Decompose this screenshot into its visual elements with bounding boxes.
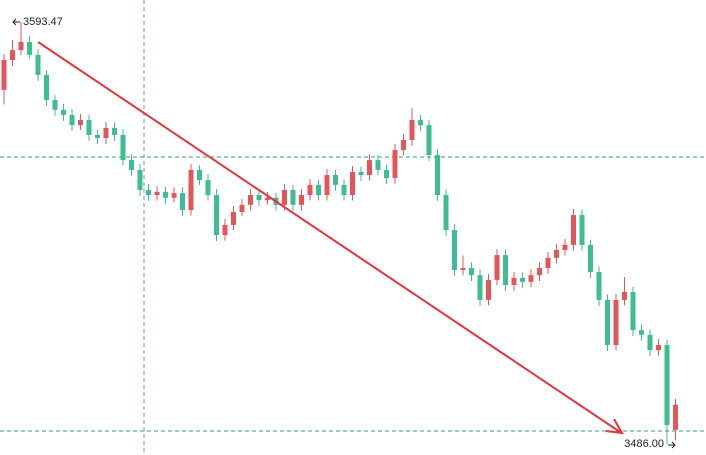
candle-body [239,204,245,212]
candle-body [494,255,500,280]
candle-body [435,154,440,196]
candle-body [409,120,415,141]
candle-body [401,140,406,150]
low-arrow [668,441,676,449]
candle-body [290,189,296,205]
candle-body [673,404,678,430]
candle-body [27,41,32,55]
candle-body [486,279,491,300]
candle-body [537,268,542,276]
candle-body [231,211,236,225]
candle-body [528,275,534,282]
candle-body [477,275,483,300]
candle-body [18,41,24,51]
candle-body [443,195,449,230]
candle-body [350,171,355,196]
candle-body [520,277,525,282]
candle-body [656,345,661,351]
candle-body [384,169,389,179]
candle-body [358,171,364,176]
candle-body [120,134,126,161]
candle-body [469,268,474,276]
candle-body [197,169,202,181]
candle-body [69,114,75,126]
high-label: 3593.47 [23,16,63,28]
candle-body [418,120,423,126]
candle-body [112,127,117,135]
candle-body [579,215,585,245]
candle-body [188,169,194,210]
candle-body [44,74,49,101]
candle-body [324,175,330,196]
low-label: 3486.00 [624,438,664,450]
candle-body [129,160,134,170]
candle-body [137,169,143,190]
candle-body [545,257,551,269]
candle-body [103,127,109,139]
candle-body [248,195,253,205]
candle-body [375,160,381,170]
candle-body [664,345,670,426]
candle-body [571,215,576,245]
candle-body [647,334,653,351]
candle-body [1,59,7,90]
candle-body [146,189,151,196]
candle-body [630,292,636,331]
candle-body [205,180,211,196]
arrow-head [605,418,624,435]
candle-body [460,268,466,271]
candle-body [596,272,602,300]
candle-body [613,299,619,346]
candle-body [256,195,262,201]
high-arrow [12,18,20,26]
candle-body [554,250,559,258]
candle-body [299,195,304,205]
candle-body [180,193,185,210]
candle-body [639,330,644,335]
candle-body [452,229,457,271]
candle-body [214,195,219,236]
candle-body [95,134,100,139]
candle-body [282,189,287,205]
candles [1,21,678,445]
candle-body [163,191,168,198]
candle-body [503,255,508,285]
trend-line [37,41,621,433]
candle-body [52,100,58,110]
candle-body [333,175,338,185]
candle-body [392,149,398,179]
candle-body [307,184,313,196]
candle-body [341,184,347,196]
candle-body [622,292,627,300]
candle-body [35,54,41,75]
candle-body [61,109,66,115]
candle-body [78,120,83,126]
candle-body [10,50,15,60]
candle-body [367,160,372,176]
candle-body [562,244,568,251]
candle-body [316,184,321,196]
candle-body [265,197,270,201]
candle-body [511,277,517,285]
candle-body [86,120,92,135]
candle-body [588,244,593,273]
candle-body [222,224,228,236]
candle-body [426,125,432,155]
candle-body [605,299,610,346]
candle-body [154,191,160,196]
candle-body [171,193,177,198]
trend-arrow [37,41,624,435]
